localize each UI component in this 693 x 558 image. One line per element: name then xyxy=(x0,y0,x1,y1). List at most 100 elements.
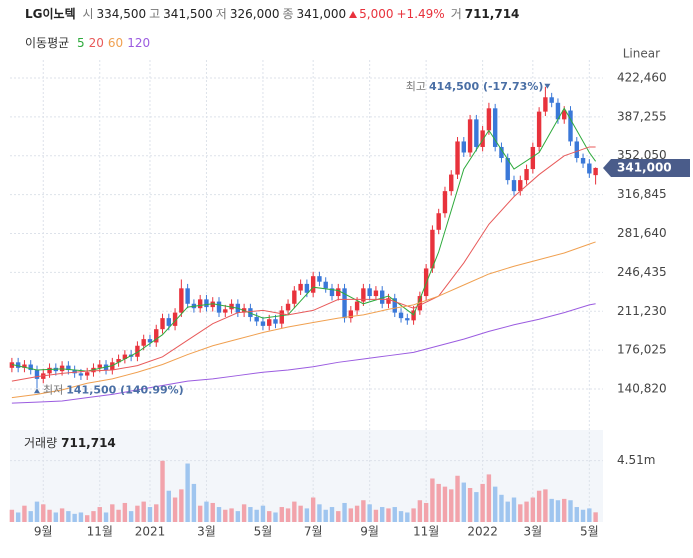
volume-bar xyxy=(273,512,278,522)
candle-body xyxy=(122,354,128,359)
volume-bar xyxy=(28,511,33,522)
y-tick-label: 176,025 xyxy=(617,343,667,357)
x-tick-label: 11월 xyxy=(87,525,113,539)
candle-body xyxy=(85,372,90,376)
volume-bar xyxy=(292,501,297,522)
min-annotation: 최저 141,500 (140.99%) xyxy=(43,383,184,396)
candle-body xyxy=(373,290,379,297)
volume-bar xyxy=(467,488,473,522)
volume-bar xyxy=(574,507,579,522)
candle-body xyxy=(254,317,259,322)
candle-body xyxy=(536,111,542,147)
candle-body xyxy=(279,310,284,324)
candle-body xyxy=(354,301,360,311)
volume-title: 거래량 711,714 xyxy=(24,436,116,450)
ma-line xyxy=(11,146,596,382)
volume-bar xyxy=(386,508,391,522)
candle-body xyxy=(549,97,554,103)
annotation-part: 141,500 (140.99%) xyxy=(66,383,183,396)
y-tick-label: 140,820 xyxy=(617,382,667,396)
candle-body xyxy=(436,213,441,230)
candle-body xyxy=(568,110,573,142)
candle-body xyxy=(336,288,341,297)
volume-bar xyxy=(486,474,492,522)
ma-line xyxy=(11,303,596,404)
candle-body xyxy=(386,298,391,304)
volume-bar xyxy=(323,509,328,522)
candle-body xyxy=(185,288,190,304)
volume-bar xyxy=(392,507,397,522)
volume-bar xyxy=(154,504,159,522)
header-value: 341,500 xyxy=(163,7,213,21)
vol-tick-label: 4.51m xyxy=(617,453,655,467)
header-value: 711,714 xyxy=(464,7,520,21)
candle-body xyxy=(348,310,354,319)
candle-body xyxy=(304,283,310,293)
candle-body xyxy=(524,169,529,181)
candle-body xyxy=(555,102,561,120)
candle-body xyxy=(97,364,102,368)
volume-bar xyxy=(499,494,504,522)
volume-bar xyxy=(543,489,548,522)
candle-body xyxy=(449,174,454,192)
annotation-part: 최고 xyxy=(406,80,426,93)
price-tag-label: 341,000 xyxy=(617,160,672,174)
candle-body xyxy=(179,288,184,313)
volume-bar xyxy=(304,508,310,522)
scale-label[interactable]: Linear xyxy=(623,47,660,61)
candle-body xyxy=(154,329,159,343)
candle-body xyxy=(492,108,498,147)
volume-bar xyxy=(436,483,441,522)
candle-body xyxy=(480,130,485,147)
candle-body xyxy=(147,339,153,343)
candle-body xyxy=(580,158,586,164)
header-value: 334,500 xyxy=(96,7,147,21)
candle-body xyxy=(160,318,165,330)
volume-bar xyxy=(348,508,354,522)
volume-bar xyxy=(536,490,542,522)
candle-body xyxy=(310,276,316,293)
candle-body xyxy=(405,318,410,321)
volume-bar xyxy=(279,507,284,522)
volume-bar xyxy=(530,497,536,522)
x-tick-label: 5월 xyxy=(580,525,599,539)
candle-body xyxy=(260,321,266,326)
volume-bar xyxy=(593,512,598,522)
volume-bar xyxy=(562,498,567,522)
candle-body xyxy=(22,364,27,368)
candle-body xyxy=(317,276,322,282)
x-tick-label: 3월 xyxy=(523,525,542,539)
candle-body xyxy=(505,158,510,181)
volume-bar xyxy=(103,512,109,522)
volume-bar xyxy=(555,500,561,522)
volume-bar xyxy=(405,512,410,522)
candle-body xyxy=(474,119,479,147)
volume-bar xyxy=(398,511,404,522)
volume-panel xyxy=(10,430,603,522)
change: 5,000 +1.49% xyxy=(349,7,448,21)
volume-bar xyxy=(210,502,215,522)
volume-bar xyxy=(568,500,573,522)
candle-body xyxy=(141,339,146,346)
volume-bar xyxy=(241,504,247,522)
volume-bar xyxy=(411,508,416,522)
candle-body xyxy=(323,281,328,289)
volume-bar xyxy=(248,507,253,522)
volume-bar xyxy=(474,492,479,522)
x-tick-label: 9월 xyxy=(34,525,53,539)
volume-bar xyxy=(147,507,153,522)
candle-body xyxy=(248,308,253,318)
y-tick-label: 422,460 xyxy=(617,70,667,84)
volume-bar xyxy=(72,513,77,522)
volume-bar xyxy=(461,482,466,522)
candle-body xyxy=(15,362,21,368)
volume-bar xyxy=(85,515,90,522)
volume-bar xyxy=(141,501,146,522)
ma-line xyxy=(11,241,596,399)
volume-bar xyxy=(380,507,385,522)
volume-bar xyxy=(430,478,435,522)
volume-bar xyxy=(518,504,523,522)
candle-body xyxy=(34,370,40,379)
candle-body xyxy=(562,110,567,120)
